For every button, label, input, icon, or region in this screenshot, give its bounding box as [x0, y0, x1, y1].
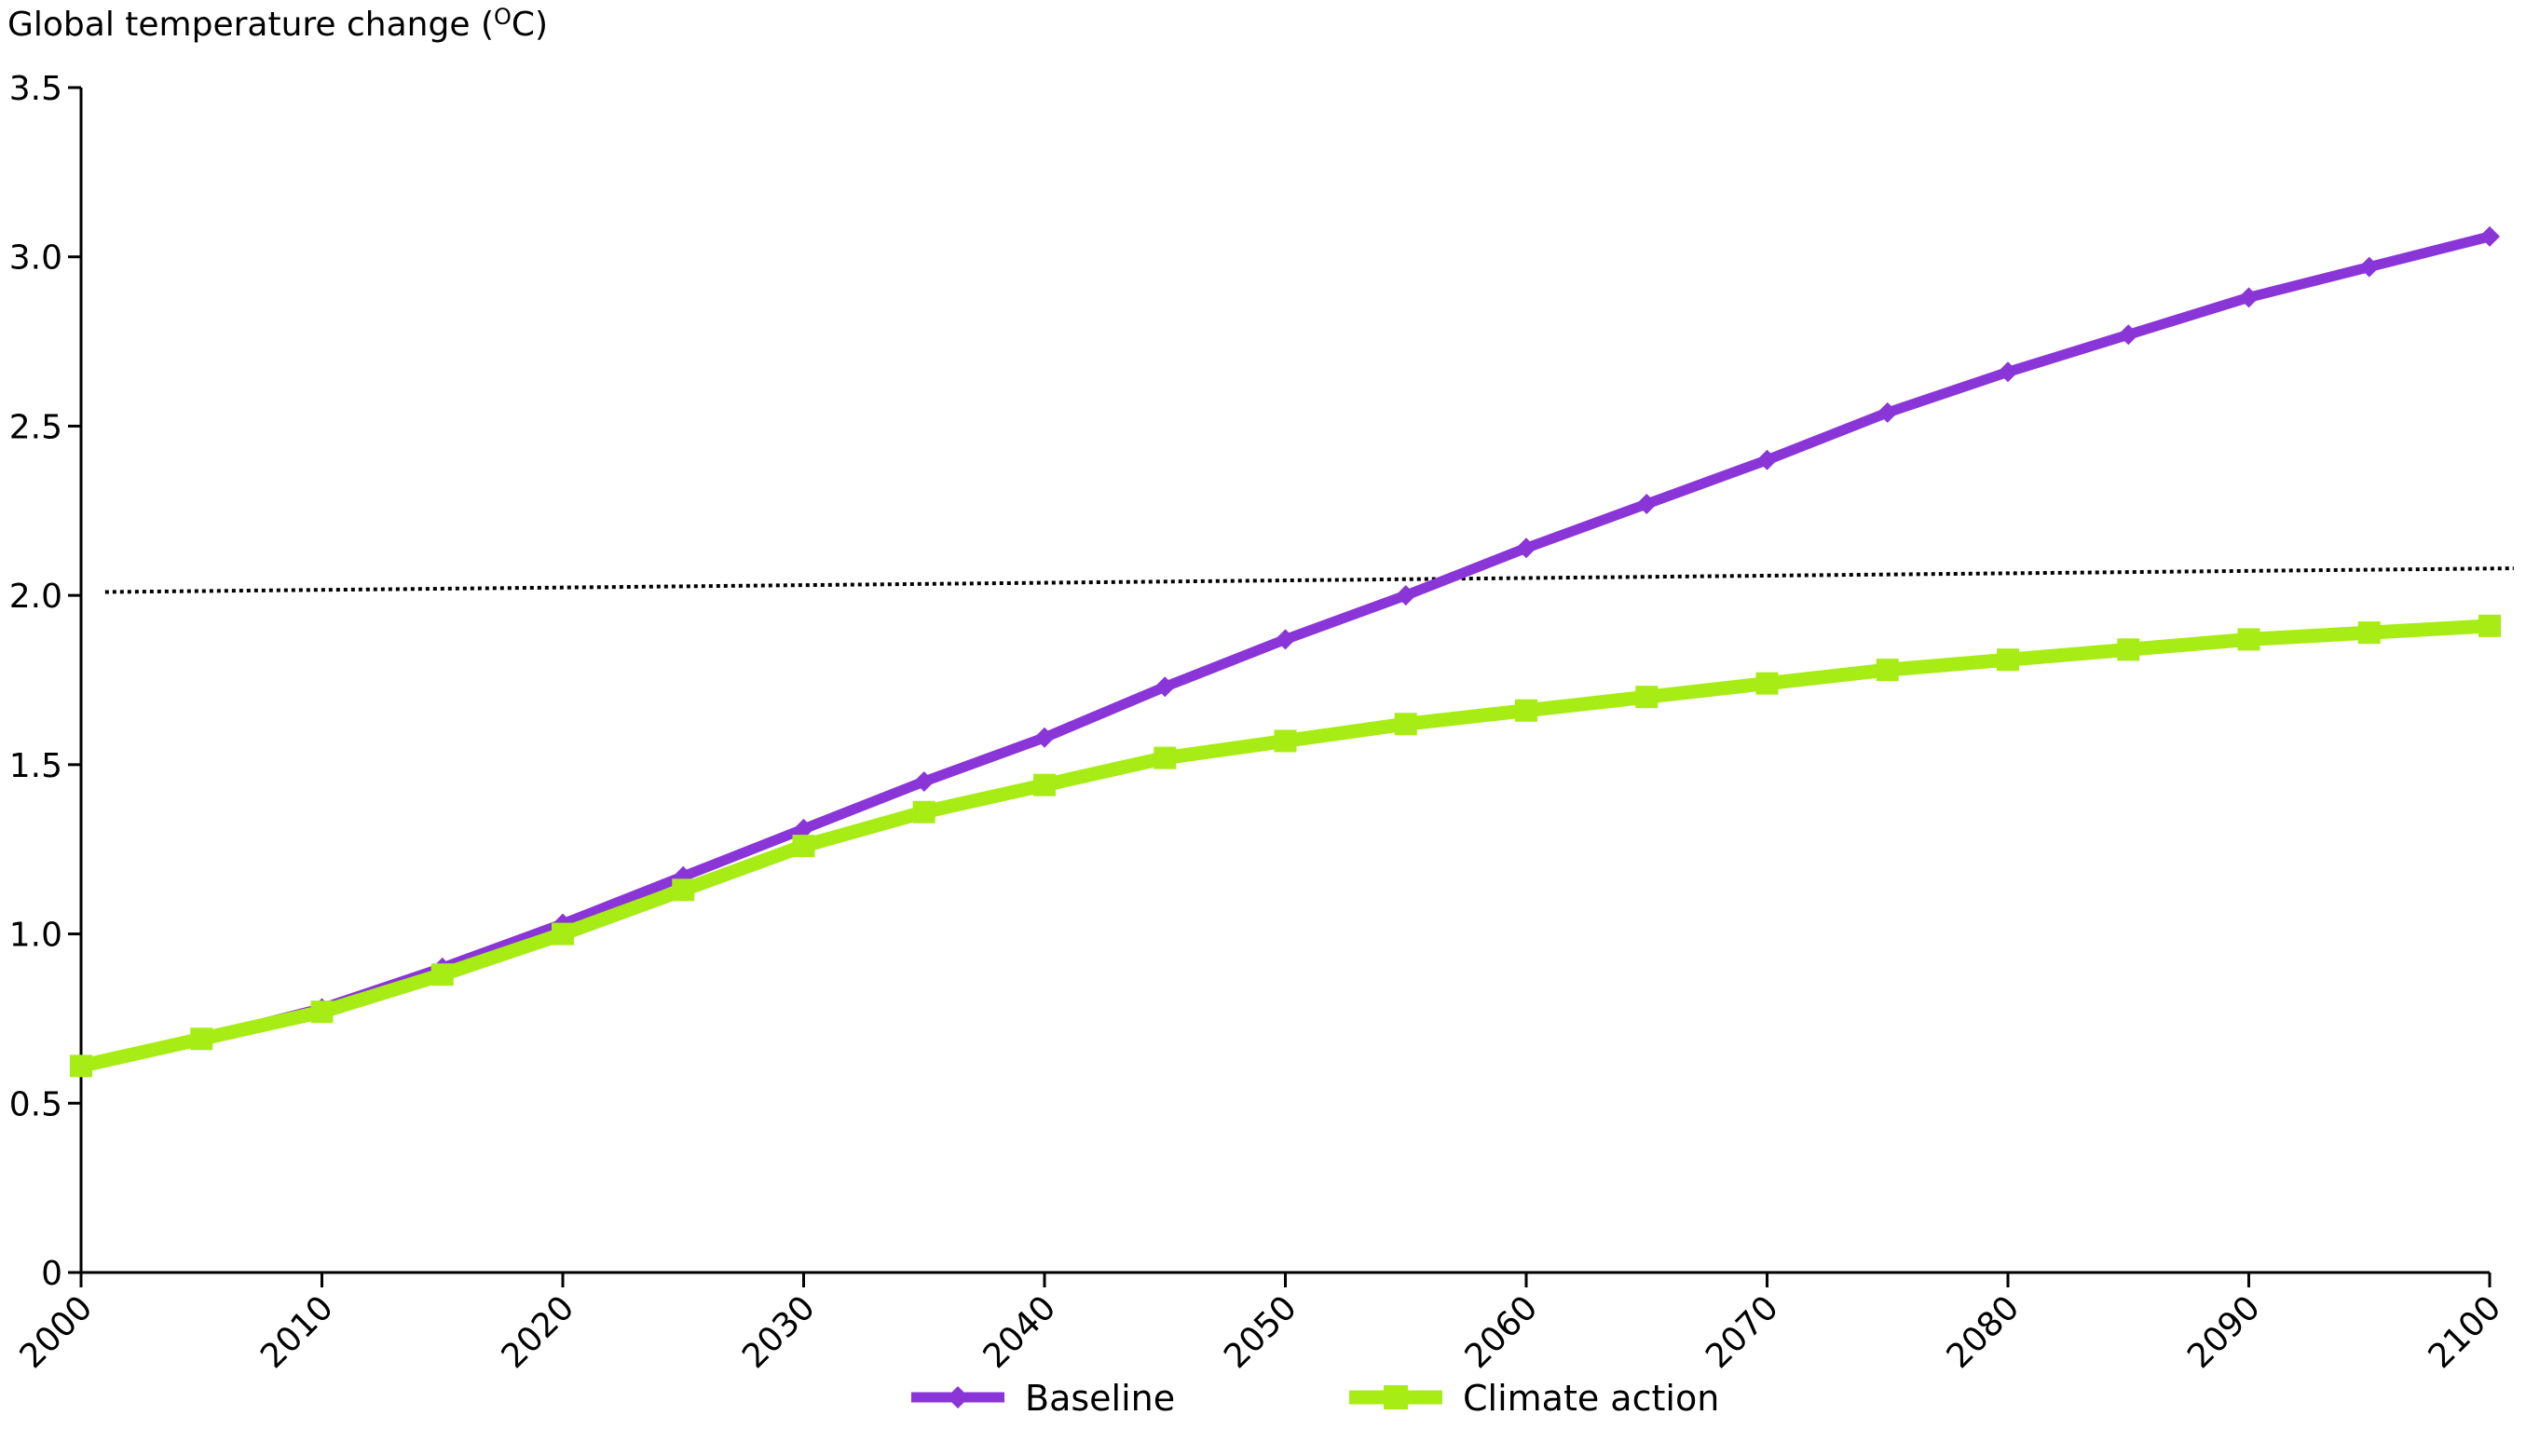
data-point-square: [672, 878, 695, 902]
data-point-diamond: [793, 818, 814, 839]
data-point-square: [2357, 621, 2381, 645]
x-tick-label: 2050: [1217, 1288, 1304, 1376]
y-axis-title: Global temperature change (OC): [7, 4, 548, 44]
data-point-square: [1755, 672, 1779, 695]
legend: Baseline Climate action: [911, 1378, 1719, 1419]
x-tick-label: 2060: [1458, 1288, 1546, 1376]
series-line: [79, 619, 2491, 1073]
y-tick-label: 2.0: [9, 578, 62, 616]
legend-item: Climate action: [1349, 1378, 1719, 1419]
legend-label: Baseline: [1025, 1378, 1175, 1419]
data-point-diamond: [1877, 401, 1898, 423]
data-point-diamond: [2358, 256, 2380, 278]
legend-item: Baseline: [911, 1378, 1175, 1419]
x-tick-label: 2030: [735, 1288, 823, 1376]
reference-line-layer: [104, 566, 2514, 594]
data-point-square: [552, 922, 574, 946]
data-point-square: [430, 963, 454, 987]
legend-marker-square: [1384, 1385, 1408, 1409]
x-tick-label: 2000: [13, 1288, 101, 1376]
y-tick-label: 2.5: [9, 408, 62, 446]
data-point-diamond: [1998, 361, 2018, 383]
data-point-square: [1154, 746, 1177, 769]
data-point-diamond: [1154, 676, 1176, 698]
data-point-diamond: [2118, 324, 2139, 346]
data-point-square: [190, 1027, 213, 1051]
data-point-square: [1515, 699, 1537, 722]
data-point-diamond: [1756, 449, 1778, 470]
data-point-diamond: [1275, 629, 1296, 650]
x-tick-label: 2090: [2180, 1288, 2268, 1376]
data-point-square: [2117, 638, 2140, 661]
series-climate-action: [70, 614, 2501, 1078]
data-point-diamond: [913, 771, 935, 793]
data-point-square: [1997, 648, 2019, 672]
data-point-square: [310, 1000, 334, 1024]
x-tick-label: 2020: [495, 1288, 582, 1376]
data-point-square: [1274, 729, 1297, 753]
data-point-diamond: [1516, 537, 1536, 559]
data-point-square: [2478, 614, 2501, 637]
data-point-diamond: [2238, 287, 2260, 308]
data-point-diamond: [1034, 727, 1055, 748]
data-point-square: [1033, 773, 1056, 796]
data-point-diamond: [1395, 585, 1416, 606]
legend-marker-diamond: [947, 1386, 969, 1408]
data-point-diamond: [2479, 225, 2500, 247]
data-point-square: [1876, 659, 1899, 682]
x-tick-label: 2040: [976, 1288, 1064, 1376]
y-tick-label: 1.5: [9, 747, 62, 785]
x-tick-label: 2080: [1940, 1288, 2028, 1376]
y-tick-label: 1.0: [9, 917, 62, 955]
y-tick-label: 3.5: [9, 70, 62, 108]
y-tick-label: 3.0: [9, 239, 62, 278]
legend-label: Climate action: [1463, 1378, 1719, 1419]
data-point-square: [792, 835, 815, 858]
y-axis-title-superscript: O: [494, 4, 512, 30]
reference-line: [104, 566, 2514, 594]
x-tick-label: 2010: [253, 1288, 341, 1376]
y-tick-label: 0: [41, 1255, 62, 1293]
y-tick-label: 0.5: [9, 1085, 62, 1123]
y-axis-title-main: Global temperature change (: [7, 6, 494, 44]
data-point-diamond: [1636, 494, 1658, 515]
x-tick-label: 2070: [1699, 1288, 1786, 1376]
data-point-square: [912, 800, 935, 823]
y-axis-title-suffix: C): [512, 6, 548, 44]
series-layer: [70, 225, 2501, 1078]
data-point-square: [1394, 713, 1417, 736]
data-point-square: [70, 1055, 92, 1078]
x-axis-ticks: 2000 2010 2020 2030 2040 2050 2060 2070 2080 2090…: [13, 1272, 2509, 1376]
x-tick-label: 2100: [2422, 1288, 2509, 1376]
data-point-square: [1635, 686, 1659, 709]
data-point-square: [2237, 628, 2260, 651]
y-axis-ticks: 0 0.5 1.0 1.5 2.0 2.5 3.0 3.5: [9, 70, 81, 1293]
